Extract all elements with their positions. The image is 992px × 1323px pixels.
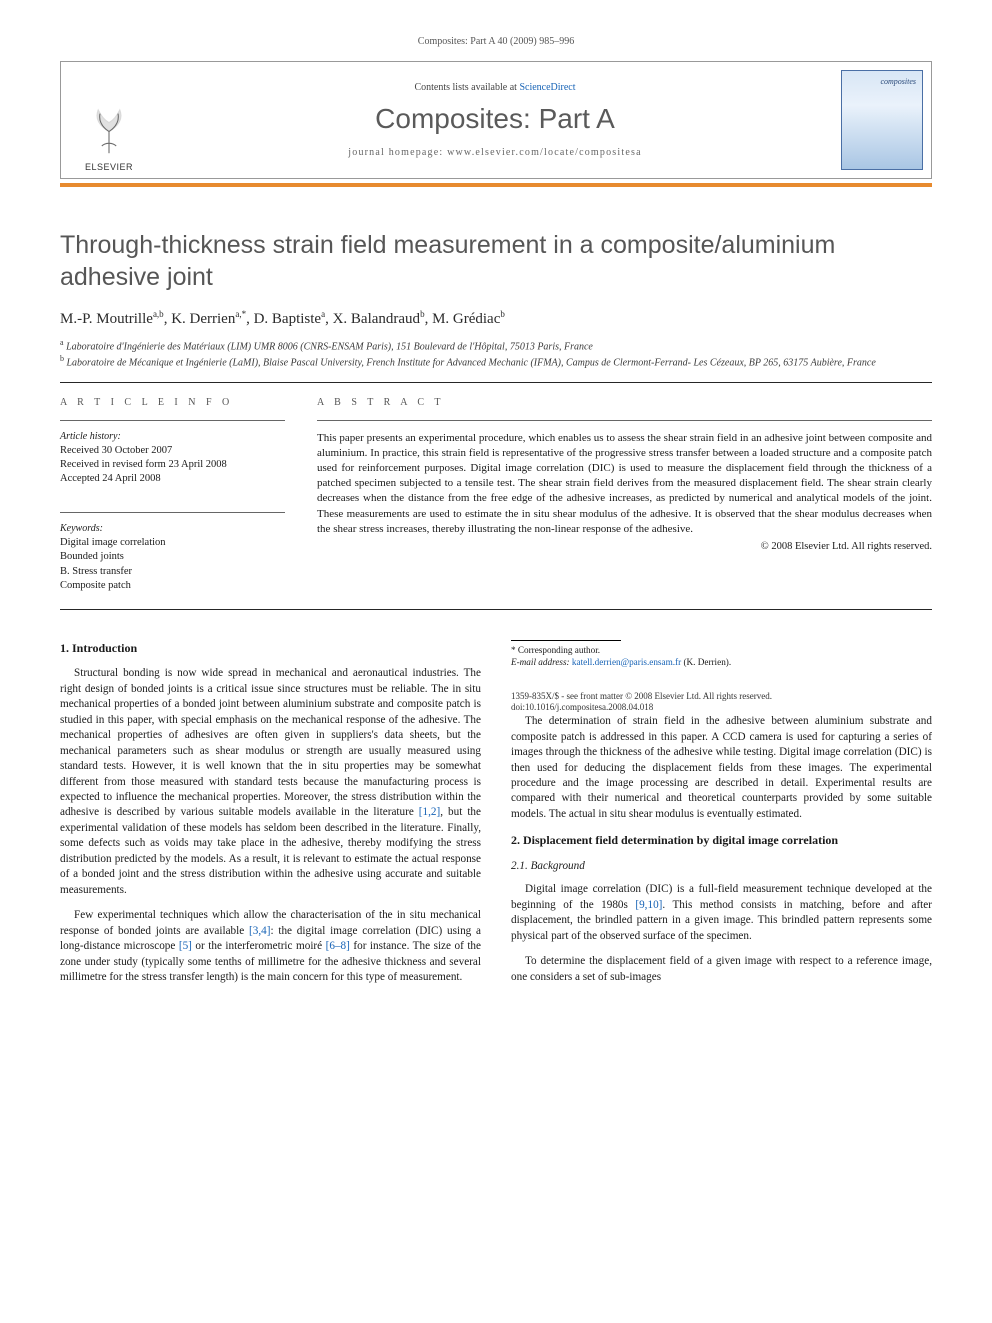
keyword: Bounded joints xyxy=(60,550,285,564)
abstract-text: This paper presents an experimental proc… xyxy=(317,431,932,537)
history-item: Accepted 24 April 2008 xyxy=(60,472,285,486)
article-info-head: A R T I C L E I N F O xyxy=(60,397,285,408)
elsevier-wordmark: ELSEVIER xyxy=(82,162,136,172)
email-label: E-mail address: xyxy=(511,657,572,667)
history-list: Received 30 October 2007Received in revi… xyxy=(60,444,285,487)
section-2-title: 2. Displacement field determination by d… xyxy=(511,832,932,849)
keywords-label: Keywords: xyxy=(60,523,285,534)
elsevier-tree-icon xyxy=(82,101,136,155)
history-label: Article history: xyxy=(60,431,285,442)
footer-line-1: 1359-835X/$ - see front matter © 2008 El… xyxy=(511,691,932,703)
keywords-list: Digital image correlationBounded jointsB… xyxy=(60,536,285,593)
publisher-logo-cell: ELSEVIER xyxy=(61,62,157,178)
ref-9-10[interactable]: [9,10] xyxy=(635,899,662,911)
abstract-head: A B S T R A C T xyxy=(317,397,932,408)
author: D. Baptistea xyxy=(254,311,326,327)
section-1-title: 1. Introduction xyxy=(60,640,481,657)
corr-email-link[interactable]: katell.derrien@paris.ensam.fr xyxy=(572,657,681,667)
author: M.-P. Moutrillea,b xyxy=(60,311,164,327)
email-tail: (K. Derrien). xyxy=(681,657,731,667)
s1p1-b: , but the experimental validation of the… xyxy=(60,806,481,895)
corr-label: * Corresponding author. xyxy=(511,645,932,657)
section-1-para-3: The determination of strain field in the… xyxy=(511,714,932,822)
homepage-url: www.elsevier.com/locate/compositesa xyxy=(447,147,642,158)
article-title: Through-thickness strain field measureme… xyxy=(60,229,932,293)
contents-lists-line: Contents lists available at ScienceDirec… xyxy=(414,82,575,93)
affiliation: b Laboratoire de Mécanique et Ingénierie… xyxy=(60,354,932,370)
keyword: Digital image correlation xyxy=(60,536,285,550)
affiliation: a Laboratoire d'Ingénierie des Matériaux… xyxy=(60,338,932,354)
journal-homepage-line: journal homepage: www.elsevier.com/locat… xyxy=(348,147,641,158)
author: M. Grédiacb xyxy=(432,311,505,327)
journal-cover-thumb: composites xyxy=(841,70,923,170)
ref-1-2[interactable]: [1,2] xyxy=(419,806,440,818)
section-2-1-para-1: Digital image correlation (DIC) is a ful… xyxy=(511,882,932,944)
section-2-1-para-2: To determine the displacement field of a… xyxy=(511,954,932,985)
sciencedirect-link[interactable]: ScienceDirect xyxy=(519,82,575,93)
keyword: Composite patch xyxy=(60,579,285,593)
body-columns: 1. Introduction Structural bonding is no… xyxy=(60,640,932,1000)
meta-top-rule xyxy=(60,382,932,383)
footnote-separator xyxy=(511,640,621,641)
abstract-block: A B S T R A C T This paper presents an e… xyxy=(317,397,932,593)
footer-line-2: doi:10.1016/j.compositesa.2008.04.018 xyxy=(511,702,932,714)
author-list: M.-P. Moutrillea,b, K. Derriena,*, D. Ba… xyxy=(60,309,932,328)
author: K. Derriena,* xyxy=(171,311,246,327)
journal-banner: ELSEVIER Contents lists available at Sci… xyxy=(60,61,932,179)
abstract-copyright: © 2008 Elsevier Ltd. All rights reserved… xyxy=(317,541,932,552)
contents-prefix: Contents lists available at xyxy=(414,82,519,93)
journal-name: Composites: Part A xyxy=(375,103,615,135)
footer-copyright: 1359-835X/$ - see front matter © 2008 El… xyxy=(511,691,932,714)
keyword: B. Stress transfer xyxy=(60,565,285,579)
history-item: Received 30 October 2007 xyxy=(60,444,285,458)
meta-bottom-rule xyxy=(60,609,932,610)
section-1-para-1: Structural bonding is now wide spread in… xyxy=(60,666,481,898)
cover-title-word: composites xyxy=(880,77,916,86)
ref-6-8[interactable]: [6–8] xyxy=(326,940,350,952)
history-item: Received in revised form 23 April 2008 xyxy=(60,458,285,472)
section-2-1-title: 2.1. Background xyxy=(511,859,932,874)
s1p1-a: Structural bonding is now wide spread in… xyxy=(60,667,481,818)
article-info-block: A R T I C L E I N F O Article history: R… xyxy=(60,397,285,593)
author: X. Balandraudb xyxy=(333,311,425,327)
running-head: Composites: Part A 40 (2009) 985–996 xyxy=(60,36,932,47)
affiliations: a Laboratoire d'Ingénierie des Matériaux… xyxy=(60,338,932,370)
homepage-prefix: journal homepage: xyxy=(348,147,447,158)
ref-3-4[interactable]: [3,4] xyxy=(249,925,270,937)
orange-divider xyxy=(60,183,932,187)
corresponding-author-footnote: * Corresponding author. E-mail address: … xyxy=(511,645,932,669)
section-1-para-2: Few experimental techniques which allow … xyxy=(60,908,481,985)
ref-5[interactable]: [5] xyxy=(179,940,192,952)
s1p2-c: or the interferometric moiré xyxy=(192,940,326,952)
